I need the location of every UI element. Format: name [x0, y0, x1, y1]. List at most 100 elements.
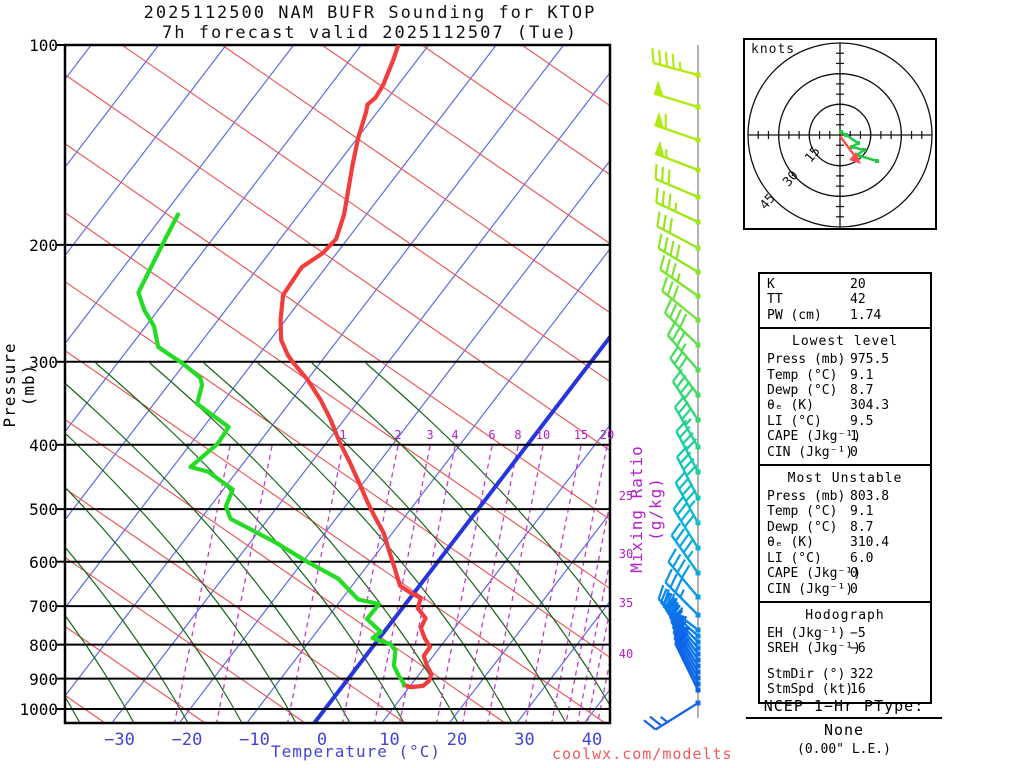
most-unstable-section: Most Unstable Press (mb) 803.8 Temp (°C) 9.… [760, 464, 930, 601]
hodograph-units-label: knots [751, 42, 796, 57]
mixing-ratio-axis-label: Mixing Ratio (g/kg) [627, 445, 665, 573]
pressure-tick-label: 1000 [19, 700, 58, 719]
stat-row: Temp (°C) 9.1 [760, 368, 930, 383]
stat-label: CIN (Jkg⁻¹) [767, 581, 854, 597]
stat-row: θₑ (K) 310.4 [760, 535, 930, 550]
wind-barb [654, 164, 701, 200]
wind-barb [675, 419, 701, 475]
hodograph-plot [747, 42, 933, 228]
stat-row: CAPE (Jkg⁻¹) 0 [760, 566, 930, 581]
stat-row: SREH (Jkg⁻¹) −6 [760, 641, 930, 656]
pressure-tick-label: 100 [29, 36, 58, 55]
stats-panel: K 20 TT 42 PW (cm) 1.74 Lowest level Press (m… [758, 272, 932, 704]
wind-barb [659, 254, 701, 299]
temperature-tick-label: −10 [239, 730, 270, 750]
hodograph-stats-title: Hodograph [805, 607, 885, 623]
stat-row: LI (°C) 6.0 [760, 551, 930, 566]
temperature-axis-label: Temperature (°C) [270, 742, 442, 761]
hodograph-stats-section: Hodograph EH (Jkg⁻¹) −5 SREH (Jkg⁻¹) −6 StmD… [760, 600, 930, 702]
stat-row: TT 42 [760, 292, 930, 307]
hodograph-panel [743, 38, 937, 230]
wind-barb [656, 211, 701, 251]
pressure-tick-label: 600 [29, 552, 58, 572]
stat-label: EH (Jkg⁻¹) [767, 625, 846, 641]
stat-label: SREH (Jkg⁻¹) [767, 641, 861, 657]
pressure-tick-label: 500 [29, 500, 58, 520]
stat-label: Temp (°C) [767, 367, 838, 383]
stat-label: CIN (Jkg⁻¹) [767, 444, 854, 460]
stat-row: CIN (Jkg⁻¹) 0 [760, 582, 930, 597]
wind-barb [643, 700, 701, 731]
stat-label: CAPE (Jkg⁻¹) [767, 566, 861, 582]
mixing-ratio-label: 40 [618, 647, 634, 661]
pressure-tick-label: 200 [29, 235, 58, 255]
ptype-heading: NCEP 1−Hr PType: [746, 697, 942, 719]
wind-barb [651, 48, 701, 78]
stat-label: K [767, 277, 775, 292]
stat-label: Dewp (°C) [767, 383, 838, 399]
mixing-ratio-label: 20 [599, 428, 615, 442]
temperature-tick-label: 30 [514, 730, 535, 750]
stat-label: Dewp (°C) [767, 519, 838, 535]
wind-barb [655, 187, 701, 225]
wind-barb [666, 321, 701, 373]
ptype-note: (0.00" L.E.) [797, 742, 891, 757]
mixing-ratio-label: 2 [394, 428, 402, 442]
wind-barb [673, 395, 701, 450]
wind-barb [661, 276, 701, 323]
stat-value: −6 [850, 641, 866, 657]
pressure-axis-label: Pressure (mb) [0, 342, 38, 428]
mixing-ratio-label: 1 [339, 428, 347, 442]
stat-label: StmDir (°) [767, 666, 846, 682]
pressure-tick-label: 800 [29, 635, 58, 655]
stat-value: 20 [850, 277, 866, 292]
wind-barb [670, 522, 701, 576]
stat-row: Press (mb) 975.5 [760, 352, 930, 367]
stat-label: Temp (°C) [767, 504, 838, 520]
mixing-ratio-label: 8 [514, 428, 522, 442]
dewpoint-trace [136, 212, 406, 688]
stat-value: 42 [850, 292, 866, 308]
wind-barb [663, 299, 701, 348]
stat-row: StmSpd (kt) 16 [760, 682, 930, 697]
lowest-level-title: Lowest level [792, 334, 898, 350]
mixing-ratio-label: 3 [426, 428, 434, 442]
stat-row: θₑ (K) 304.3 [760, 398, 930, 413]
mixing-ratio-label: 25 [618, 489, 634, 503]
wind-barb [664, 568, 701, 618]
chart-title-line1: 2025112500 NAM BUFR Sounding for KTOP [143, 3, 597, 23]
temperature-tick-label: 0 [316, 730, 328, 750]
stat-row: CIN (Jkg⁻¹) 0 [760, 445, 930, 460]
background-grid [65, 45, 610, 723]
mixing-ratio-label: 35 [618, 596, 634, 610]
stat-value: 310.4 [850, 535, 890, 551]
stat-row: Dewp (°C) 8.7 [760, 383, 930, 398]
stat-label: Press (mb) [767, 352, 846, 368]
wind-barb-column [643, 48, 701, 731]
stat-value: 0 [850, 566, 858, 582]
wind-barb [667, 548, 701, 600]
temperature-tick-label: 20 [446, 730, 468, 750]
stat-value: 6.0 [850, 550, 874, 566]
watermark-link[interactable]: coolwx.com/modelts [552, 745, 733, 763]
stat-row: EH (Jkg⁻¹) −5 [760, 626, 930, 641]
stat-value: 304.3 [850, 398, 890, 414]
pressure-tick-label: 300 [29, 352, 58, 372]
stat-value: 1 [850, 429, 858, 445]
mixing-ratio-label: 15 [573, 428, 589, 442]
mixing-ratio-label: 30 [618, 547, 634, 561]
stat-row: CAPE (Jkg⁻¹) 1 [760, 429, 930, 444]
stat-label: CAPE (Jkg⁻¹) [767, 429, 861, 445]
temperature-tick-label: 40 [581, 730, 603, 750]
stat-value: 975.5 [850, 352, 890, 368]
stat-label: PW (cm) [767, 307, 822, 323]
wind-barb [654, 111, 701, 143]
stat-value: 9.1 [850, 367, 874, 383]
stat-row: Dewp (°C) 8.7 [760, 520, 930, 535]
wind-barb [669, 345, 701, 398]
stability-indices-section: K 20 TT 42 PW (cm) 1.74 [760, 274, 930, 327]
stat-label: θₑ (K) [767, 535, 814, 551]
wind-barb [674, 631, 701, 693]
stat-label: Press (mb) [767, 489, 846, 505]
